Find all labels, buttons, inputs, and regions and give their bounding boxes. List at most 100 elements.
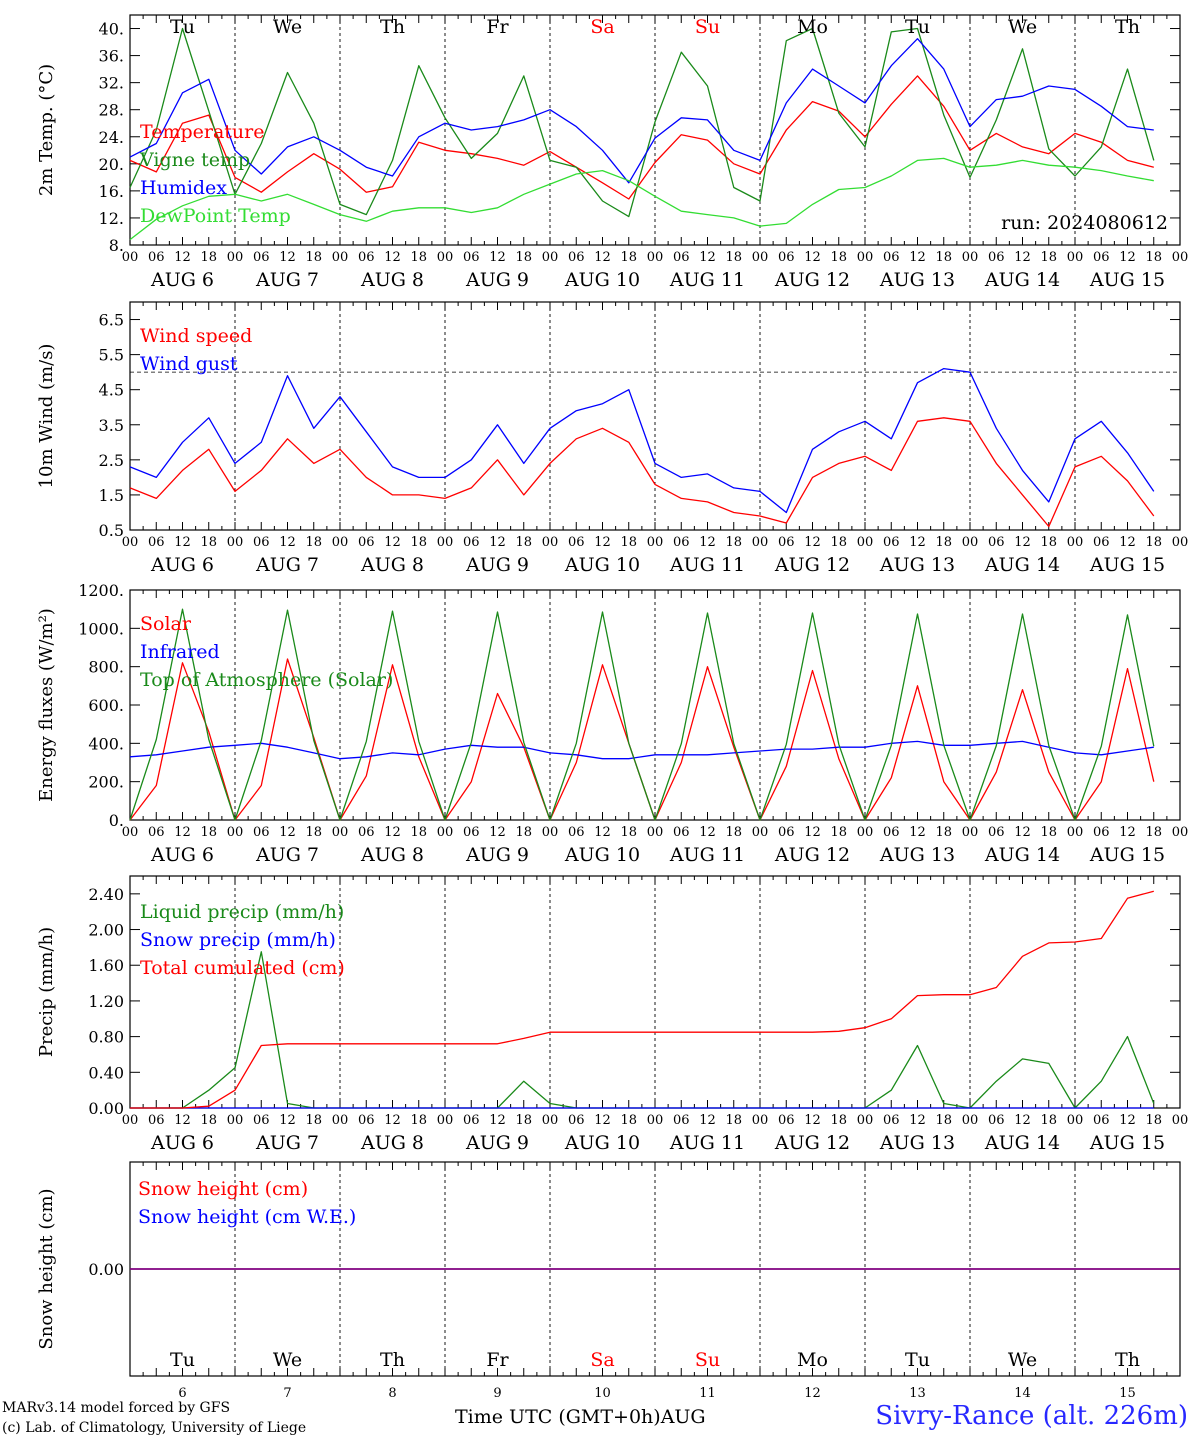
hour-tick-label: 18	[515, 535, 532, 550]
hour-tick-label: 12	[279, 535, 296, 550]
date-label: AUG 9	[465, 269, 529, 291]
weekday-label: Tu	[905, 1349, 930, 1371]
hour-tick-label: 18	[200, 825, 217, 840]
hour-tick-label: 12	[699, 825, 716, 840]
hour-tick-label: 18	[305, 825, 322, 840]
hour-tick-label: 00	[962, 825, 979, 840]
date-label: AUG 9	[465, 554, 529, 576]
hour-tick-label: 00	[332, 1113, 349, 1128]
hour-tick-label: 06	[778, 1113, 795, 1128]
hour-tick-label: 06	[673, 250, 690, 265]
hour-tick-label: 00	[332, 250, 349, 265]
hour-tick-label: 00	[857, 535, 874, 550]
hour-tick-label: 06	[568, 250, 585, 265]
hour-tick-label: 06	[568, 1113, 585, 1128]
weekday-label: Su	[695, 16, 720, 38]
hour-tick-label: 06	[673, 1113, 690, 1128]
weekday-label: We	[1008, 1349, 1037, 1371]
day-number-label: 9	[493, 1386, 501, 1400]
weekday-label: We	[273, 1349, 302, 1371]
y-tick-label: 400.	[88, 734, 124, 753]
series-line-wind-speed	[129, 417, 1155, 528]
hour-tick-label: 00	[1172, 535, 1189, 550]
hour-tick-label: 06	[883, 825, 900, 840]
hour-tick-label: 00	[122, 535, 139, 550]
y-tick-label: 600.	[88, 696, 124, 715]
hour-tick-label: 00	[962, 535, 979, 550]
hour-tick-label: 12	[909, 250, 926, 265]
y-tick-label: 3.5	[99, 416, 124, 435]
day-number-label: 7	[283, 1386, 291, 1400]
weekday-label: Th	[380, 1349, 405, 1371]
hour-tick-label: 12	[594, 825, 611, 840]
y-axis-label: 2m Temp. (°C)	[36, 64, 57, 196]
hour-tick-label: 12	[804, 1113, 821, 1128]
date-label: AUG 6	[150, 554, 214, 576]
hour-tick-label: 00	[1067, 535, 1084, 550]
date-label: AUG 8	[360, 269, 424, 291]
y-axis-label: Snow height (cm)	[36, 1188, 57, 1349]
hour-tick-label: 00	[647, 825, 664, 840]
hour-tick-label: 06	[673, 825, 690, 840]
hour-tick-label: 00	[437, 1113, 454, 1128]
hour-tick-label: 06	[148, 535, 165, 550]
hour-tick-label: 12	[384, 535, 401, 550]
y-tick-label: 1200.	[78, 581, 124, 600]
hour-tick-label: 00	[332, 825, 349, 840]
hour-tick-label: 12	[1119, 825, 1136, 840]
hour-tick-label: 18	[830, 825, 847, 840]
time-axis-title: Time UTC (GMT+0h)AUG	[455, 1406, 706, 1428]
hour-tick-label: 12	[489, 1113, 506, 1128]
weekday-label: Tu	[905, 16, 930, 38]
hour-tick-label: 12	[1014, 1113, 1031, 1128]
hour-tick-label: 18	[620, 1113, 637, 1128]
hour-tick-label: 00	[752, 250, 769, 265]
hour-tick-label: 12	[1119, 250, 1136, 265]
hour-tick-label: 06	[1093, 250, 1110, 265]
date-label: AUG 15	[1089, 269, 1165, 291]
weekday-label: Fr	[486, 16, 509, 38]
legend-entry: Humidex	[140, 177, 227, 199]
hour-tick-label: 18	[620, 250, 637, 265]
legend-entry: Wind gust	[140, 353, 238, 375]
day-number-label: 14	[1014, 1386, 1031, 1400]
series-line-total-cumulated-cm-	[130, 890, 1154, 1109]
hour-tick-label: 06	[358, 535, 375, 550]
hour-tick-label: 00	[542, 250, 559, 265]
hour-tick-label: 06	[1093, 535, 1110, 550]
hour-tick-label: 18	[410, 825, 427, 840]
legend-entry: Snow height (cm W.E.)	[138, 1206, 356, 1228]
weekday-label: Tu	[170, 16, 195, 38]
weekday-label: Th	[1115, 1349, 1140, 1371]
day-number-label: 11	[699, 1386, 716, 1400]
hour-tick-label: 12	[699, 1113, 716, 1128]
hour-tick-label: 00	[752, 1113, 769, 1128]
hour-tick-label: 06	[463, 250, 480, 265]
hour-tick-label: 12	[279, 825, 296, 840]
y-tick-label: 5.5	[99, 346, 124, 365]
hour-tick-label: 00	[437, 825, 454, 840]
hour-tick-label: 06	[883, 1113, 900, 1128]
hour-tick-label: 18	[200, 1113, 217, 1128]
hour-tick-label: 12	[804, 250, 821, 265]
date-label: AUG 13	[879, 1132, 955, 1154]
hour-tick-label: 06	[1093, 825, 1110, 840]
hour-tick-label: 00	[1172, 1113, 1189, 1128]
y-tick-label: 12.	[99, 209, 124, 228]
series-line-infrared	[129, 740, 1154, 760]
hour-tick-label: 00	[122, 825, 139, 840]
legend-entry: DewPoint Temp	[140, 205, 291, 227]
y-tick-label: 0.	[109, 811, 124, 830]
hour-tick-label: 12	[594, 250, 611, 265]
hour-tick-label: 06	[988, 535, 1005, 550]
weekday-label: Mo	[797, 1349, 828, 1371]
hour-tick-label: 06	[778, 535, 795, 550]
hour-tick-label: 12	[489, 825, 506, 840]
y-tick-label: 0.80	[88, 1028, 124, 1047]
run-label: run: 2024080612	[1001, 212, 1168, 234]
hour-tick-label: 06	[148, 825, 165, 840]
hour-tick-label: 06	[253, 825, 270, 840]
y-axis-label: Energy fluxes (W/m²)	[36, 608, 57, 802]
y-tick-label: 0.00	[88, 1099, 124, 1118]
hour-tick-label: 12	[174, 1113, 191, 1128]
